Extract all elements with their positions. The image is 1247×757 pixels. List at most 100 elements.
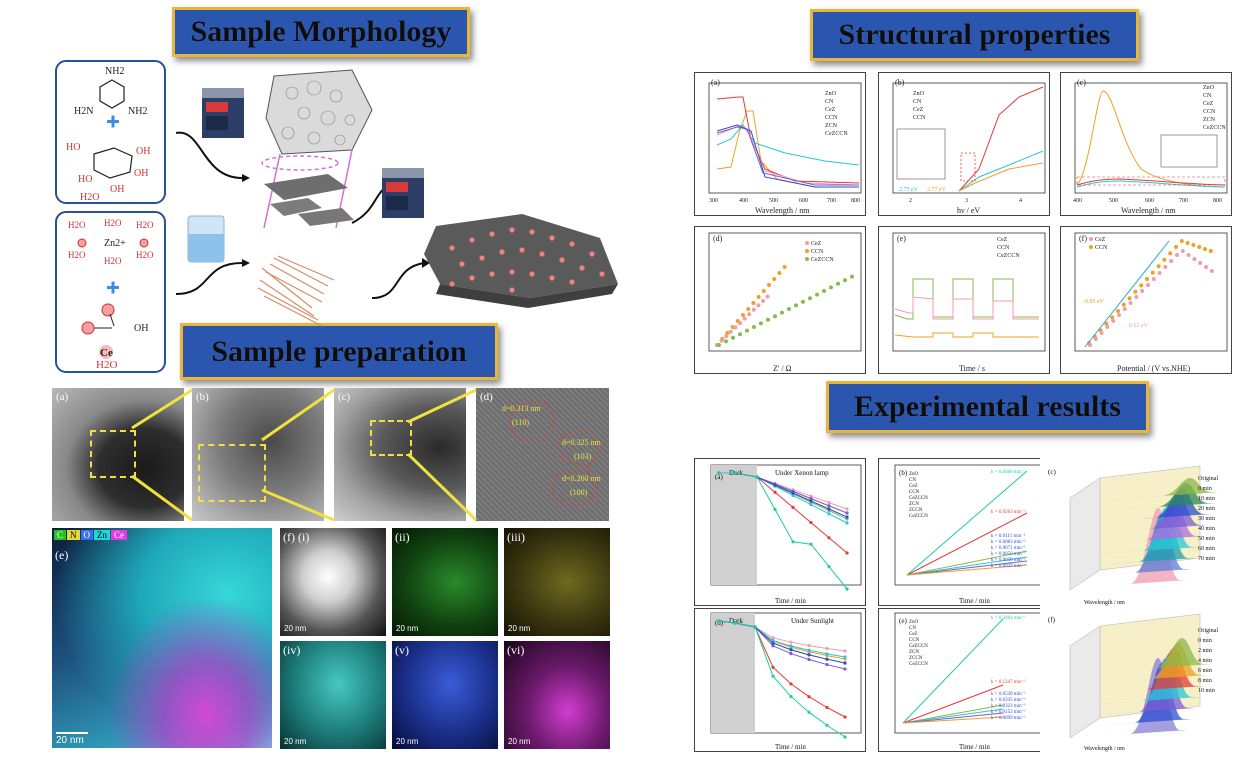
ms-point-ccn <box>1150 270 1155 275</box>
svg-text:400: 400 <box>1073 198 1082 204</box>
degradation-series-sunlight-point <box>789 682 793 686</box>
eis-point-cezccn <box>780 310 784 315</box>
eis-point-cez <box>724 334 729 339</box>
degradation-series-xenon-point <box>845 511 849 515</box>
molecule-label: NH2 <box>105 66 124 77</box>
svg-text:ZCN: ZCN <box>909 650 919 655</box>
svg-text:Z' / Ω: Z' / Ω <box>773 364 792 373</box>
synthesis-scheme: NH2 H2N NH2 OH OH HO HO OH H2O H2O H2O H2O… <box>52 58 627 376</box>
tem-c-label: (c) <box>338 391 351 403</box>
degradation-series-xenon-point <box>773 490 777 494</box>
ms-point-ccn <box>1191 243 1196 247</box>
element-legend: C N O Zn Ce <box>54 530 128 540</box>
banner-preparation-text: Sample preparation <box>211 334 467 368</box>
degradation-series-sunlight-point <box>771 636 775 640</box>
degradation-series-xenon-point <box>845 551 849 555</box>
degradation-series-sunlight-point <box>807 648 811 652</box>
ms-point-ccn <box>1127 296 1132 301</box>
degradation-series-xenon-point <box>809 542 813 546</box>
degradation-series-sunlight-point <box>771 644 775 648</box>
ms-point-ccn <box>1208 249 1213 253</box>
eis-point-cezccn <box>843 278 847 283</box>
svg-text:CeZCCN: CeZCCN <box>909 496 928 501</box>
svg-text:Original: Original <box>1198 628 1218 634</box>
ms-point-ccn <box>1203 247 1207 251</box>
glucose-ring <box>93 147 133 179</box>
svg-text:CeZ: CeZ <box>825 107 836 113</box>
eds-o-map: (iv) 20 nm <box>280 641 386 749</box>
porous-cn-sheet <box>261 69 373 229</box>
ms-point-cez <box>1186 253 1191 257</box>
svg-text:CCN: CCN <box>913 115 926 121</box>
svg-text:800: 800 <box>1213 198 1222 204</box>
banner-structural-properties: Structural properties <box>810 9 1139 61</box>
degradation-series-sunlight-point <box>843 667 847 671</box>
svg-text:ZCCN: ZCCN <box>909 656 923 661</box>
eis-point-cezccn <box>773 314 777 319</box>
svg-text:Time / min: Time / min <box>959 743 990 751</box>
banner-structural-text: Structural properties <box>838 18 1111 51</box>
eis-point-cezccn <box>759 321 763 326</box>
molecule-label: Zn2+ <box>104 238 126 249</box>
svg-text:ZnO: ZnO <box>825 91 837 97</box>
exp-a-svg: (a) Dark Under Xenon lamp Time / min <box>710 464 862 605</box>
plot-exp-f-absorbance-sunlight: (f) Wavelength / nm Original 0 min 2 min 4… <box>1040 608 1232 752</box>
eis-point-cez <box>761 299 765 303</box>
degradation-series-sunlight-point <box>807 695 811 699</box>
svg-text:CeZCCN: CeZCCN <box>997 253 1020 259</box>
svg-text:CeZCCN: CeZCCN <box>909 662 928 667</box>
svg-text:CeZ: CeZ <box>1095 237 1106 243</box>
svg-text:k = 0.0111 min⁻¹: k = 0.0111 min⁻¹ <box>991 533 1026 539</box>
ms-point-cez <box>1122 307 1127 311</box>
svg-text:8 min: 8 min <box>1198 678 1212 684</box>
degradation-series-sunlight-point <box>825 662 829 667</box>
svg-text:(b): (b) <box>899 469 908 477</box>
eds-haadf-map: (f) (i) 20 nm <box>280 528 386 636</box>
banner-morphology-text: Sample Morphology <box>190 15 452 48</box>
plot-struct-d-eis: (d) Z' / Ω CeZ CCN CeZCCN <box>694 226 866 374</box>
svg-text:Under Sunlight: Under Sunlight <box>791 617 834 625</box>
degradation-series-xenon-point <box>791 493 795 497</box>
svg-text:k = 0.0099 min⁻¹: k = 0.0099 min⁻¹ <box>991 715 1026 721</box>
eis-point-cezccn <box>731 335 735 340</box>
d-spacing-label-2: d=0.325 nm <box>562 438 601 447</box>
exp-e-svg: (e) Time / min k = 0.3464 min⁻¹ k = 0.12… <box>894 612 1046 751</box>
eis-point-cezccn <box>738 332 742 337</box>
degradation-series-xenon-point <box>809 503 813 507</box>
eis-point-cezccn <box>850 274 854 279</box>
ms-point-cez <box>1169 259 1174 263</box>
map-f-iv-label: (iv) <box>283 643 301 657</box>
svg-text:CeZCCN: CeZCCN <box>1203 125 1226 131</box>
ms-point-cez <box>1128 301 1133 305</box>
tem-image-c: (c) <box>334 388 466 521</box>
banner-sample-preparation: Sample preparation <box>180 323 498 380</box>
eis-point-cezccn <box>808 296 812 301</box>
banner-experimental-text: Experimental results <box>854 390 1121 423</box>
zoom-connector-lines <box>131 388 478 522</box>
molecule-label: NH2 <box>128 106 147 117</box>
degradation-series-xenon-point <box>755 475 759 479</box>
eis-point-cez <box>751 307 756 312</box>
absorbance-spectrum <box>1102 478 1220 500</box>
eis-point-ccn <box>741 313 745 317</box>
degradation-series-xenon-point <box>809 521 813 525</box>
ms-point-ccn <box>1110 315 1115 320</box>
absorbance-spectrum <box>1094 638 1212 672</box>
struct-a-xlabel: Wavelength / nm <box>755 206 810 215</box>
molecule-label: H2O <box>80 192 99 203</box>
ms-point-cez <box>1180 249 1185 253</box>
furnace-icon-1 <box>202 88 244 138</box>
svg-text:CeZ: CeZ <box>909 484 918 489</box>
ms-point-cez <box>1088 343 1092 347</box>
degradation-series-sunlight-point <box>717 619 721 623</box>
molecule-label: OH <box>110 184 124 195</box>
eis-point-cez <box>738 321 742 325</box>
svg-text:(c): (c) <box>1077 78 1086 87</box>
plot-exp-b-kinetics-xenon: (b) Time / min k = 0.0460 min⁻¹ k = 0.02… <box>878 458 1050 606</box>
plot-exp-c-absorbance-xenon: (c) Wavelength / nm Original 0 min 10 min… <box>1040 458 1232 606</box>
plot-struct-b-tauc: (b) hν / eV 2.75 eV 2.77 eV ZnO CN CeZ CCN… <box>878 72 1050 216</box>
map-e-label: (e) <box>55 548 69 562</box>
ms-point-cez <box>1151 277 1156 281</box>
eds-c-map: (ii) 20 nm <box>392 528 498 636</box>
plot-exp-d-degradation-sunlight: (d) Dark Under Sunlight Time / min <box>694 608 866 752</box>
